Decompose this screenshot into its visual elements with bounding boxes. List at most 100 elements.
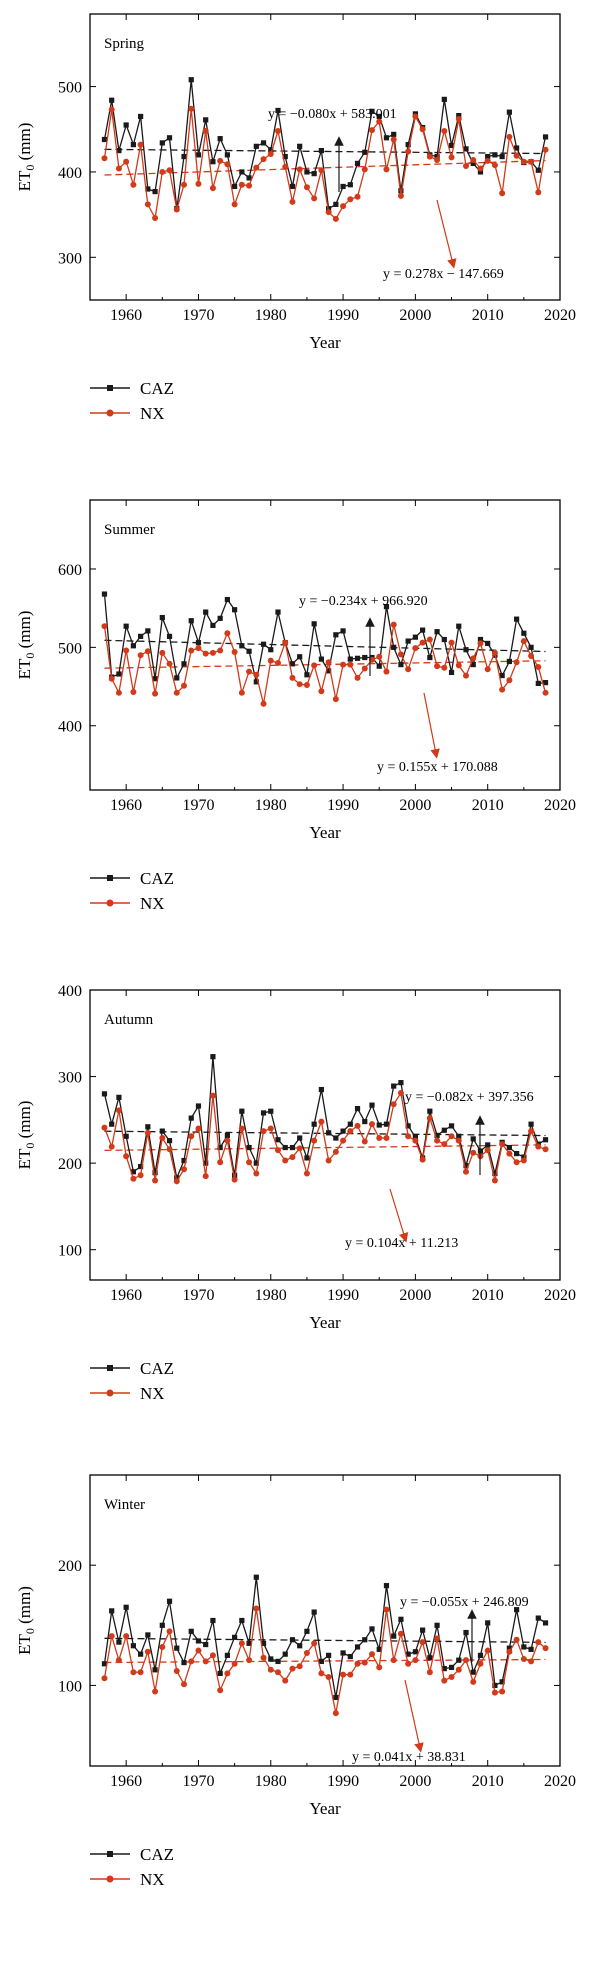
data-point-nx xyxy=(275,127,281,134)
data-point-caz xyxy=(340,1128,346,1134)
data-point-caz xyxy=(210,1617,216,1624)
data-point-caz xyxy=(268,147,274,153)
data-point-nx xyxy=(202,127,209,134)
data-point-caz xyxy=(535,1615,541,1621)
data-point-caz xyxy=(383,135,390,141)
data-point-caz xyxy=(347,1121,353,1127)
data-point-nx xyxy=(499,1141,506,1148)
data-point-caz xyxy=(427,1108,433,1114)
data-point-caz xyxy=(434,153,440,160)
data-point-caz xyxy=(542,1137,549,1143)
data-point-nx xyxy=(267,657,274,664)
data-point-nx xyxy=(470,156,477,163)
data-point-caz xyxy=(463,1629,469,1636)
data-point-nx xyxy=(123,1633,130,1640)
data-point-caz xyxy=(311,621,317,627)
plot-frame xyxy=(89,13,561,301)
data-point-caz xyxy=(109,1121,115,1127)
chart-panel-autumn: Autumn 1960 1970 1980 1990 2000 2010 2020 100 200… xyxy=(15,983,576,1403)
data-point-nx xyxy=(542,689,549,696)
data-point-caz xyxy=(506,1144,512,1151)
data-point-caz xyxy=(260,140,267,146)
data-point-caz xyxy=(159,614,165,621)
data-point-nx xyxy=(361,665,368,672)
data-point-nx xyxy=(217,1687,224,1694)
data-point-caz xyxy=(304,1628,310,1634)
data-point-caz xyxy=(383,1121,390,1127)
data-point-caz xyxy=(203,609,209,615)
data-point-caz xyxy=(166,633,173,639)
annotation-arrow-nx xyxy=(404,1679,424,1753)
data-point-nx xyxy=(101,623,108,630)
data-point-nx xyxy=(246,182,253,189)
data-point-nx xyxy=(173,1668,180,1675)
data-point-caz xyxy=(289,183,296,190)
data-point-caz xyxy=(246,1640,252,1646)
data-point-nx xyxy=(195,645,202,652)
data-point-caz xyxy=(456,1133,462,1139)
data-point-nx xyxy=(159,1135,166,1142)
x-tick-label: 2020 xyxy=(544,1773,576,1790)
x-tick-label: 1970 xyxy=(182,1773,214,1790)
data-point-nx xyxy=(383,1606,390,1613)
data-point-caz xyxy=(174,1645,180,1651)
data-point-nx xyxy=(181,682,187,689)
data-point-nx xyxy=(513,1636,520,1643)
data-point-nx xyxy=(499,190,506,197)
x-tick-label: 1970 xyxy=(182,797,214,814)
data-point-caz xyxy=(499,672,505,679)
data-point-nx xyxy=(231,1660,238,1667)
data-point-nx xyxy=(130,1175,137,1182)
data-point-caz xyxy=(246,1144,252,1151)
data-point-nx xyxy=(419,1639,426,1646)
data-point-nx xyxy=(311,1640,318,1647)
data-point-caz xyxy=(506,658,512,665)
data-point-caz xyxy=(260,641,267,647)
data-point-caz xyxy=(159,1128,165,1134)
data-point-nx xyxy=(159,1643,166,1650)
data-point-nx xyxy=(231,649,238,656)
legend-label-caz: CAZ xyxy=(140,1359,174,1378)
data-point-caz xyxy=(152,188,158,195)
data-point-nx xyxy=(484,1147,491,1154)
data-point-nx xyxy=(383,166,390,173)
data-point-nx xyxy=(448,1674,455,1681)
data-point-nx xyxy=(455,1666,462,1673)
x-tick-label: 1960 xyxy=(110,307,142,324)
data-point-caz xyxy=(253,143,259,149)
data-point-nx xyxy=(354,1122,361,1129)
data-point-nx xyxy=(325,1157,332,1164)
data-point-caz xyxy=(477,636,484,643)
x-tick-label: 1990 xyxy=(327,1287,359,1304)
data-point-caz xyxy=(159,1622,165,1628)
data-point-nx xyxy=(463,162,469,169)
data-point-caz xyxy=(253,679,259,685)
data-point-nx xyxy=(325,209,332,216)
data-point-caz xyxy=(145,186,151,192)
data-point-caz xyxy=(362,654,368,661)
data-point-nx xyxy=(195,1125,202,1132)
data-point-caz xyxy=(405,1651,411,1657)
plot-frame xyxy=(89,989,561,1281)
x-tick-label: 2010 xyxy=(472,797,504,814)
data-point-caz xyxy=(528,1121,534,1127)
x-tick-label: 2000 xyxy=(399,797,431,814)
data-point-caz xyxy=(391,131,397,137)
data-point-caz xyxy=(506,1645,512,1651)
trend-equation-nx: y = 0.278x − 147.669 xyxy=(383,267,504,282)
data-point-caz xyxy=(340,1650,346,1656)
data-point-nx xyxy=(491,1177,498,1184)
data-point-caz xyxy=(116,147,122,154)
data-point-caz xyxy=(101,1091,108,1097)
data-point-caz xyxy=(275,1137,281,1143)
data-point-caz xyxy=(282,1144,288,1151)
data-point-nx xyxy=(289,198,296,205)
data-point-caz xyxy=(297,1643,303,1649)
data-point-caz xyxy=(268,1656,274,1662)
data-point-caz xyxy=(535,680,541,687)
data-point-caz xyxy=(477,169,484,175)
data-point-caz xyxy=(138,113,144,120)
data-point-nx xyxy=(535,189,542,196)
data-point-caz xyxy=(354,1644,361,1650)
data-point-nx xyxy=(115,689,122,696)
